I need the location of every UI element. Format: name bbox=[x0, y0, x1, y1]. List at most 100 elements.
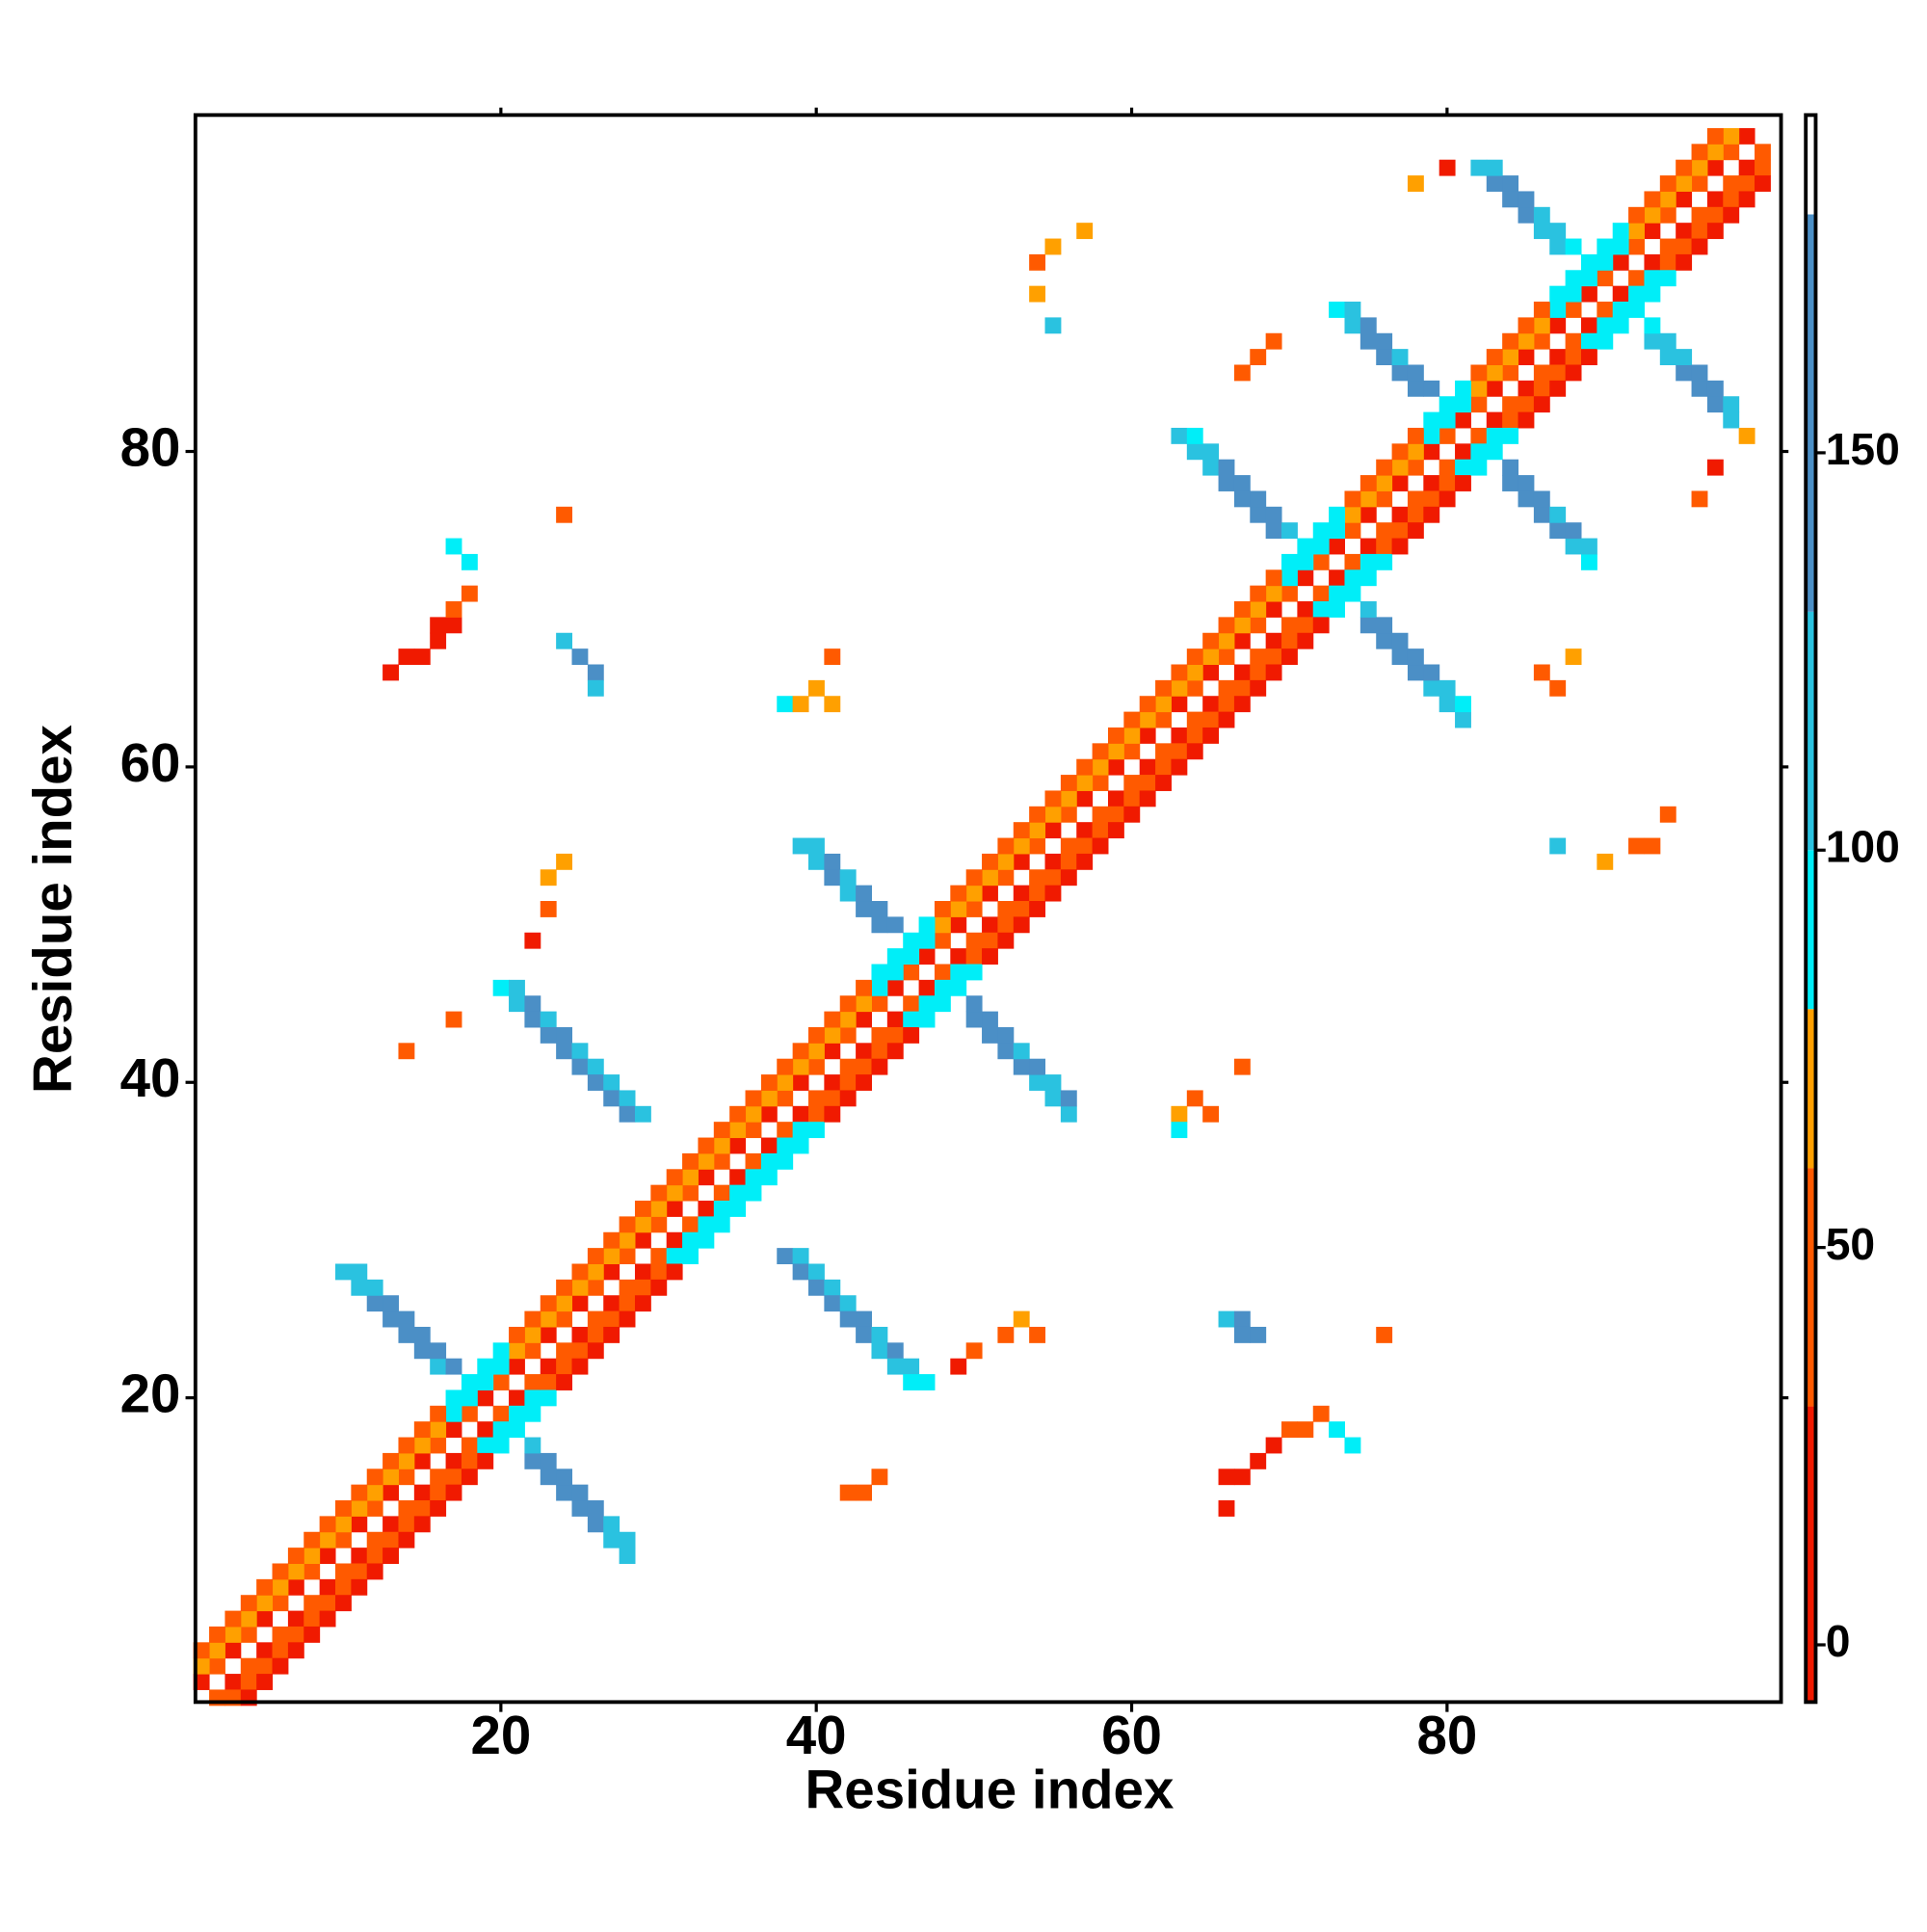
heatmap-cell bbox=[209, 1626, 225, 1643]
heatmap-cell bbox=[383, 1548, 399, 1565]
heatmap-cell bbox=[461, 585, 478, 602]
heatmap-cell bbox=[1486, 159, 1503, 176]
heatmap-cell bbox=[398, 1310, 415, 1328]
heatmap-cell bbox=[334, 1595, 352, 1612]
heatmap-cell bbox=[1376, 475, 1393, 491]
heatmap-cell bbox=[1706, 459, 1724, 476]
heatmap-cell bbox=[540, 1295, 557, 1312]
heatmap-cell bbox=[445, 617, 462, 634]
heatmap-cell bbox=[1533, 396, 1550, 413]
heatmap-cell bbox=[1123, 790, 1141, 807]
heatmap-cell bbox=[1233, 490, 1251, 508]
heatmap-cell bbox=[713, 1184, 730, 1202]
heatmap-cell bbox=[1297, 538, 1314, 555]
heatmap-cell bbox=[871, 916, 888, 934]
heatmap-cell bbox=[209, 1657, 225, 1675]
heatmap-cell bbox=[1565, 302, 1582, 318]
heatmap-cell bbox=[240, 1657, 257, 1675]
heatmap-cell bbox=[997, 1043, 1015, 1060]
heatmap-cell bbox=[1691, 364, 1708, 382]
heatmap-cell bbox=[1312, 538, 1330, 555]
heatmap-cell bbox=[856, 901, 872, 917]
heatmap-cell bbox=[1076, 853, 1094, 870]
heatmap-cell bbox=[1233, 364, 1251, 382]
heatmap-cell bbox=[1044, 885, 1062, 902]
heatmap-cell bbox=[1644, 191, 1661, 208]
heatmap-cell bbox=[1502, 411, 1519, 429]
heatmap-cell bbox=[1359, 553, 1377, 570]
heatmap-cell bbox=[918, 948, 936, 966]
heatmap-cell bbox=[886, 979, 904, 996]
heatmap-cell bbox=[351, 1500, 368, 1517]
y-tick-label: 80 bbox=[120, 416, 181, 477]
heatmap-cell bbox=[1376, 617, 1393, 634]
heatmap-cell bbox=[871, 1469, 888, 1486]
heatmap-cell bbox=[1013, 837, 1030, 855]
heatmap-cell bbox=[1423, 411, 1440, 429]
heatmap-cell bbox=[1723, 175, 1740, 192]
heatmap-cell bbox=[1344, 317, 1361, 334]
heatmap-cell bbox=[1265, 585, 1282, 602]
heatmap-cell bbox=[603, 1326, 620, 1343]
heatmap-cell bbox=[1202, 1105, 1220, 1123]
heatmap-cell bbox=[224, 1642, 242, 1659]
heatmap-cell bbox=[540, 1452, 557, 1469]
heatmap-cell bbox=[982, 916, 998, 934]
heatmap-cell bbox=[1407, 364, 1424, 382]
heatmap-cell bbox=[1029, 253, 1046, 271]
heatmap-cell bbox=[334, 1500, 352, 1517]
heatmap-cell bbox=[745, 1105, 762, 1123]
heatmap-cell bbox=[824, 696, 841, 713]
heatmap-cell bbox=[540, 1358, 557, 1375]
heatmap-cell bbox=[792, 1263, 809, 1281]
heatmap-cell bbox=[1107, 758, 1124, 776]
heatmap-cell bbox=[1329, 569, 1345, 587]
heatmap-cell bbox=[1139, 711, 1156, 728]
heatmap-cell bbox=[1218, 1469, 1235, 1486]
heatmap-cell bbox=[319, 1548, 336, 1565]
heatmap-cell bbox=[634, 1231, 651, 1249]
heatmap-cell bbox=[903, 1358, 920, 1375]
heatmap-cell bbox=[1186, 427, 1203, 444]
heatmap-cell bbox=[1580, 285, 1597, 303]
heatmap-cell bbox=[1486, 364, 1503, 382]
heatmap-cell bbox=[1455, 443, 1471, 461]
heatmap-cell bbox=[1565, 522, 1582, 540]
heatmap-cell bbox=[1549, 285, 1567, 303]
heatmap-cell bbox=[1738, 191, 1755, 208]
heatmap-cell bbox=[1265, 332, 1282, 350]
heatmap-cell bbox=[1297, 601, 1314, 618]
heatmap-cell bbox=[1439, 427, 1456, 444]
heatmap-cell bbox=[224, 1674, 242, 1690]
heatmap-cell bbox=[1723, 144, 1740, 161]
heatmap-cell bbox=[445, 1011, 462, 1028]
heatmap-cell bbox=[1233, 1469, 1251, 1486]
colorbar-segment bbox=[1806, 214, 1816, 612]
heatmap-cell bbox=[1549, 302, 1567, 318]
heatmap-cell bbox=[871, 1342, 888, 1360]
heatmap-cell bbox=[571, 1484, 589, 1501]
heatmap-cell bbox=[871, 979, 888, 996]
heatmap-cell bbox=[1518, 380, 1535, 397]
heatmap-cell bbox=[1533, 490, 1550, 508]
heatmap-cell bbox=[1644, 837, 1661, 855]
heatmap-cell bbox=[1518, 411, 1535, 429]
heatmap-cell bbox=[477, 1421, 494, 1439]
heatmap-cell bbox=[524, 1342, 541, 1360]
heatmap-cell bbox=[1202, 664, 1220, 681]
heatmap-cell bbox=[934, 932, 951, 949]
heatmap-cell bbox=[1139, 790, 1156, 807]
heatmap-cell bbox=[1202, 459, 1220, 476]
colorbar-segment bbox=[1806, 611, 1816, 851]
colorbar-segment bbox=[1806, 1009, 1816, 1169]
heatmap-cell bbox=[1486, 411, 1503, 429]
heatmap-cell bbox=[193, 1657, 210, 1675]
heatmap-cell bbox=[1186, 727, 1203, 744]
heatmap-cell bbox=[1076, 822, 1094, 839]
heatmap-cell bbox=[603, 1310, 620, 1328]
heatmap-cell bbox=[982, 932, 998, 949]
heatmap-cell bbox=[1155, 743, 1172, 760]
heatmap-cell bbox=[603, 1263, 620, 1281]
heatmap-cell bbox=[1029, 901, 1046, 917]
heatmap-cell bbox=[1344, 506, 1361, 523]
